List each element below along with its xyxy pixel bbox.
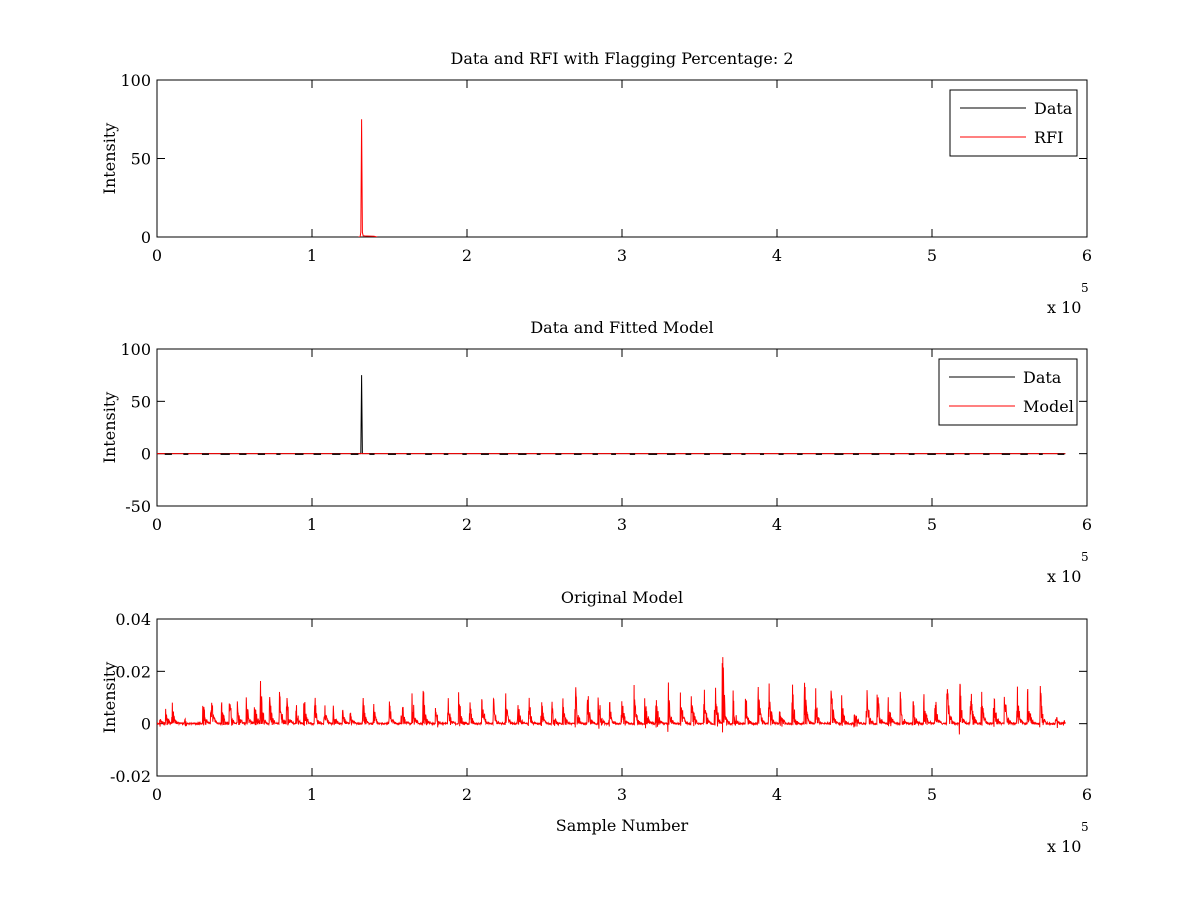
x-multiplier-exponent: 5 [1081, 281, 1089, 295]
y-tick-label: 50 [131, 392, 151, 411]
y-tick-label: 50 [131, 150, 151, 169]
x-tick-label: 5 [927, 515, 937, 534]
x-tick-label: 4 [772, 785, 782, 804]
plot-area [157, 657, 1066, 735]
y-tick-label: 0.04 [115, 610, 151, 629]
x-multiplier: x 10 [1047, 567, 1081, 586]
x-tick-label: 0 [152, 785, 162, 804]
x-tick-label: 2 [462, 246, 472, 265]
plot-area [157, 375, 1066, 455]
x-multiplier-exponent: 5 [1081, 550, 1089, 564]
x-tick-label: 1 [307, 515, 317, 534]
y-tick-label: 100 [120, 340, 151, 359]
x-multiplier: x 10 [1047, 298, 1081, 317]
y-axis-label: Intensity [100, 662, 119, 734]
legend-box [938, 358, 1078, 426]
legend-label-model: Model [1023, 397, 1074, 416]
x-tick-label: 0 [152, 246, 162, 265]
series-line-original-model [157, 657, 1066, 735]
chart-title: Data and Fitted Model [530, 318, 713, 337]
legend-label-rfi: RFI [1034, 128, 1063, 147]
legend-label-data: Data [1023, 368, 1062, 387]
x-tick-label: 6 [1082, 515, 1092, 534]
x-tick-label: 6 [1082, 785, 1092, 804]
chart-title: Data and RFI with Flagging Percentage: 2 [450, 49, 793, 68]
y-tick-label: -0.02 [110, 767, 151, 786]
x-tick-label: 3 [617, 515, 627, 534]
x-tick-label: 4 [772, 515, 782, 534]
x-multiplier: x 10 [1047, 837, 1081, 856]
y-tick-label: 0.02 [115, 662, 151, 681]
y-tick-label: 100 [120, 71, 151, 90]
subplot-1: 0 1 2 3 4 5 6 0 50 100 Data and RFI with Flagging … [100, 49, 1092, 317]
y-axis-label: Intensity [100, 123, 119, 195]
x-tick-label: 5 [927, 246, 937, 265]
x-tick-label: 5 [927, 785, 937, 804]
x-tick-label: 3 [617, 246, 627, 265]
x-tick-label: 4 [772, 246, 782, 265]
x-tick-label: 1 [307, 246, 317, 265]
legend-label-data: Data [1034, 99, 1073, 118]
x-tick-label: 2 [462, 785, 472, 804]
axes-frame [156, 79, 1088, 238]
y-tick-label: 0 [141, 715, 151, 734]
x-tick-label: 3 [617, 785, 627, 804]
x-tick-label: 0 [152, 515, 162, 534]
x-axis-label: Sample Number [556, 816, 689, 835]
axes-frame [156, 348, 1088, 507]
x-tick-label: 2 [462, 515, 472, 534]
chart-title: Original Model [561, 588, 683, 607]
x-multiplier-exponent: 5 [1081, 820, 1089, 834]
y-tick-label: 0 [141, 228, 151, 247]
y-axis-label: Intensity [100, 392, 119, 464]
x-tick-label: 6 [1082, 246, 1092, 265]
plot-area [157, 119, 1066, 237]
legend: Data RFI [949, 89, 1078, 157]
x-tick-label: 1 [307, 785, 317, 804]
axes-frame [156, 618, 1088, 777]
legend: Data Model [938, 358, 1078, 426]
legend-box [949, 89, 1078, 157]
series-line-rfi [358, 119, 378, 237]
y-tick-label: 0 [141, 445, 151, 464]
y-tick-label: -50 [125, 497, 151, 516]
